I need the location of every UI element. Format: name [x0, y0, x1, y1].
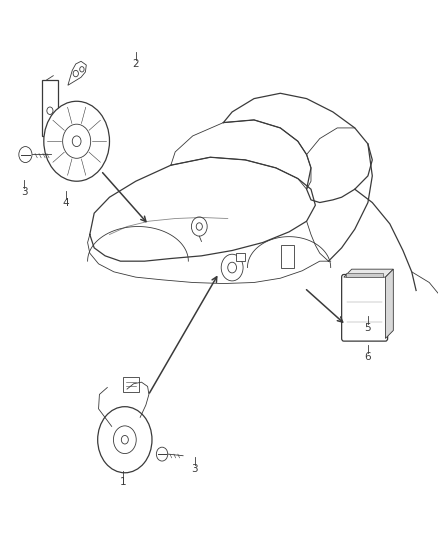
- Circle shape: [121, 435, 128, 444]
- Text: 3: 3: [191, 464, 198, 474]
- Circle shape: [47, 107, 53, 115]
- Polygon shape: [68, 61, 86, 85]
- Circle shape: [228, 262, 237, 273]
- Circle shape: [72, 136, 81, 147]
- Text: 2: 2: [132, 59, 139, 69]
- FancyBboxPatch shape: [42, 80, 58, 136]
- Text: 6: 6: [364, 352, 371, 362]
- Circle shape: [73, 70, 78, 77]
- Text: 4: 4: [62, 198, 69, 207]
- FancyBboxPatch shape: [123, 377, 139, 392]
- Text: 5: 5: [364, 323, 371, 333]
- Polygon shape: [344, 269, 393, 277]
- Circle shape: [113, 426, 136, 454]
- Circle shape: [44, 101, 110, 181]
- Polygon shape: [385, 269, 393, 338]
- Text: 3: 3: [21, 187, 28, 197]
- Polygon shape: [346, 273, 383, 277]
- Circle shape: [98, 407, 152, 473]
- Circle shape: [221, 254, 243, 281]
- Circle shape: [63, 124, 91, 158]
- Circle shape: [19, 147, 32, 163]
- FancyBboxPatch shape: [342, 274, 388, 341]
- FancyBboxPatch shape: [281, 245, 294, 268]
- Text: 1: 1: [119, 478, 126, 487]
- Circle shape: [191, 217, 207, 236]
- Circle shape: [156, 447, 168, 461]
- FancyBboxPatch shape: [236, 253, 245, 261]
- Circle shape: [196, 223, 202, 230]
- Circle shape: [80, 67, 84, 72]
